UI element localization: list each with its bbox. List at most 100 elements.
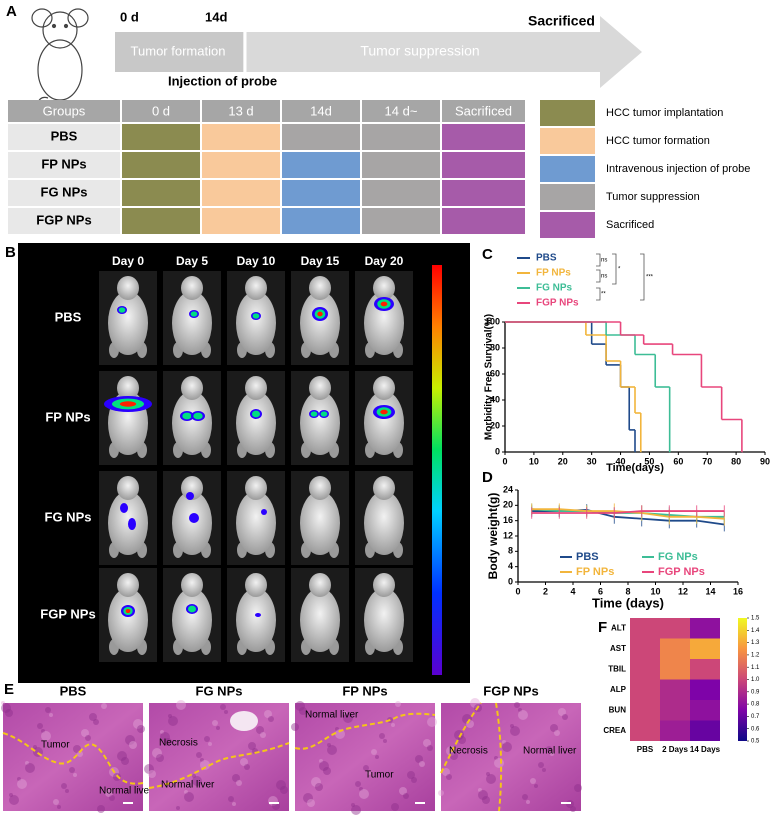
tissue-texture: [466, 720, 474, 728]
tissue-texture: [303, 793, 313, 803]
legend-label: PBS: [536, 253, 557, 264]
x-tick-label: 50: [644, 456, 654, 466]
tissue-texture: [105, 789, 113, 797]
tissue-texture: [335, 729, 345, 739]
tissue-texture: [25, 761, 29, 765]
tissue-texture: [57, 805, 61, 809]
column-label: 2 Days: [662, 745, 688, 754]
tissue-texture: [248, 742, 256, 750]
signal-spot: [261, 509, 267, 515]
phase-cell: [362, 180, 440, 206]
tissue-texture: [236, 780, 242, 786]
tissue-texture: [200, 758, 204, 762]
y-axis-label: Morbidity Free Survival(%): [484, 314, 495, 440]
tissue-texture: [1, 701, 5, 705]
tissue-texture: [419, 761, 425, 767]
legend-label: FP NPs: [576, 566, 614, 578]
signal-spot: [125, 608, 131, 614]
tissue-texture: [73, 773, 77, 777]
legend-label: HCC tumor implantation: [606, 107, 723, 119]
mouse-head: [117, 476, 139, 500]
tissue-texture: [319, 759, 323, 763]
tissue-texture: [93, 719, 99, 725]
signal-spot: [252, 313, 260, 319]
mouse-head: [373, 476, 395, 500]
mouse-image: [99, 471, 157, 565]
tissue-texture: [379, 733, 385, 739]
legend-swatch: [540, 156, 595, 182]
image-title: PBS: [60, 683, 87, 698]
tissue-texture: [53, 799, 59, 805]
x-tick-label: 10: [529, 456, 539, 466]
significance-bracket: [612, 253, 617, 285]
y-tick-label: 0: [495, 446, 500, 456]
colorbar: [738, 618, 747, 741]
tissue-texture: [280, 786, 288, 794]
phase-cell: [282, 124, 360, 150]
tissue-texture: [260, 732, 266, 738]
table-header: 0 d: [152, 103, 170, 118]
x-tick-label: 20: [558, 456, 568, 466]
mouse-image: [291, 471, 349, 565]
phase-cell: [362, 152, 440, 178]
tissue: [149, 703, 289, 811]
group-name: FGP NPs: [36, 212, 91, 227]
tissue-texture: [554, 730, 560, 736]
x-tick-label: 10: [650, 586, 660, 596]
panel-label: F: [598, 619, 607, 636]
day-label: Day 5: [176, 254, 208, 268]
phase-cell: [202, 180, 280, 206]
tissue-texture: [240, 758, 248, 766]
mouse-drawing: [31, 8, 89, 110]
x-tick-label: 14: [705, 586, 715, 596]
tissue-texture: [176, 700, 186, 710]
tissue-texture: [117, 751, 127, 761]
timeline-probe-day: 14d: [205, 9, 227, 24]
table-header: Sacrificed: [455, 103, 512, 118]
y-tick-label: 0: [508, 576, 513, 586]
legend-swatch: [540, 100, 595, 126]
phase-cell: [362, 124, 440, 150]
tissue-texture: [450, 752, 458, 760]
tissue-texture: [327, 745, 337, 755]
mouse-head: [181, 573, 203, 597]
tissue-texture: [77, 751, 83, 757]
mouse-head: [181, 376, 203, 400]
heatmap-cell: [690, 720, 720, 741]
tissue-texture: [327, 743, 331, 747]
mouse-body: [172, 588, 212, 652]
x-axis-label: Time (days): [592, 595, 664, 610]
mouse-image: [99, 568, 157, 662]
tissue-texture: [5, 709, 13, 717]
legend-label: HCC tumor formation: [606, 135, 710, 147]
x-tick-label: 4: [570, 586, 575, 596]
mouse-body: [364, 391, 404, 455]
day-label: Day 0: [112, 254, 144, 268]
tissue-texture: [391, 803, 399, 811]
phase-cell: [122, 208, 200, 234]
significance-bracket: [596, 269, 601, 283]
tissue-texture: [323, 767, 331, 775]
day-label: Day 15: [301, 254, 340, 268]
tissue-texture: [518, 710, 528, 720]
x-tick-label: 8: [625, 586, 630, 596]
tissue-texture: [125, 735, 135, 745]
legend-swatch: [540, 212, 595, 238]
phase-cell: [282, 208, 360, 234]
tissue: [441, 703, 581, 811]
table-header: 14 d~: [385, 103, 418, 118]
tissue-texture: [299, 707, 307, 715]
tissue-texture: [232, 774, 240, 782]
tissue-texture: [562, 714, 568, 720]
tissue-texture: [427, 745, 433, 751]
group-cell: [8, 152, 120, 178]
tissue-texture: [212, 720, 218, 726]
heatmap-cell: [660, 638, 690, 659]
mouse-body: [108, 588, 148, 652]
tissue-texture: [196, 752, 202, 758]
tissue-texture: [538, 762, 544, 768]
table-header-cell: [362, 100, 440, 122]
y-tick-label: 100: [485, 316, 500, 326]
tissue-texture: [291, 723, 299, 731]
phase-cell: [282, 180, 360, 206]
